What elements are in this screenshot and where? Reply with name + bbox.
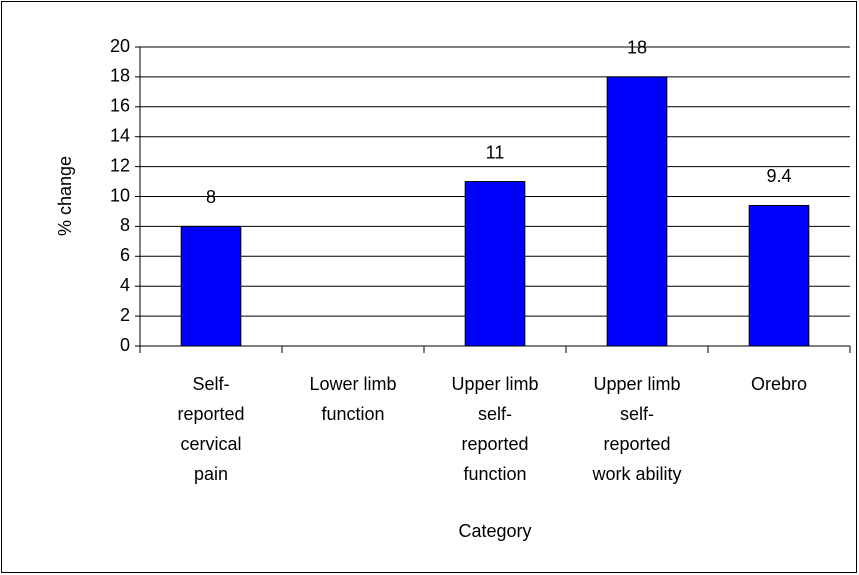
value-label: 8 [206,187,216,207]
y-tick-label: 14 [110,125,130,145]
y-tick-label: 8 [120,215,130,235]
x-axis-title: Category [458,521,531,541]
y-tick-label: 12 [110,155,130,175]
y-tick-label: 20 [110,36,130,56]
bar [748,204,810,347]
x-tick-label: Upper limb self-reported work ability [592,374,682,484]
y-tick-label: 18 [110,66,130,86]
x-tick-label: Upper limb self-reported function [451,374,539,484]
bar [180,225,242,347]
value-label: 11 [486,142,505,162]
bar [464,181,526,347]
x-tick-label: Orebro [750,374,808,394]
bar [606,76,668,347]
y-axis-title: % change [55,156,75,236]
value-label: 18 [627,38,647,58]
x-tick-label: Lower limb function [309,374,397,424]
x-tick-label: Self-reported cervical pain [177,374,245,484]
y-tick-label: 4 [120,275,130,295]
y-tick-label: 2 [120,305,130,325]
value-label: 9.4 [766,166,791,186]
y-tick-label: 10 [110,185,130,205]
y-tick-label: 0 [120,335,130,355]
y-tick-label: 6 [120,245,130,265]
y-tick-label: 16 [110,96,130,116]
